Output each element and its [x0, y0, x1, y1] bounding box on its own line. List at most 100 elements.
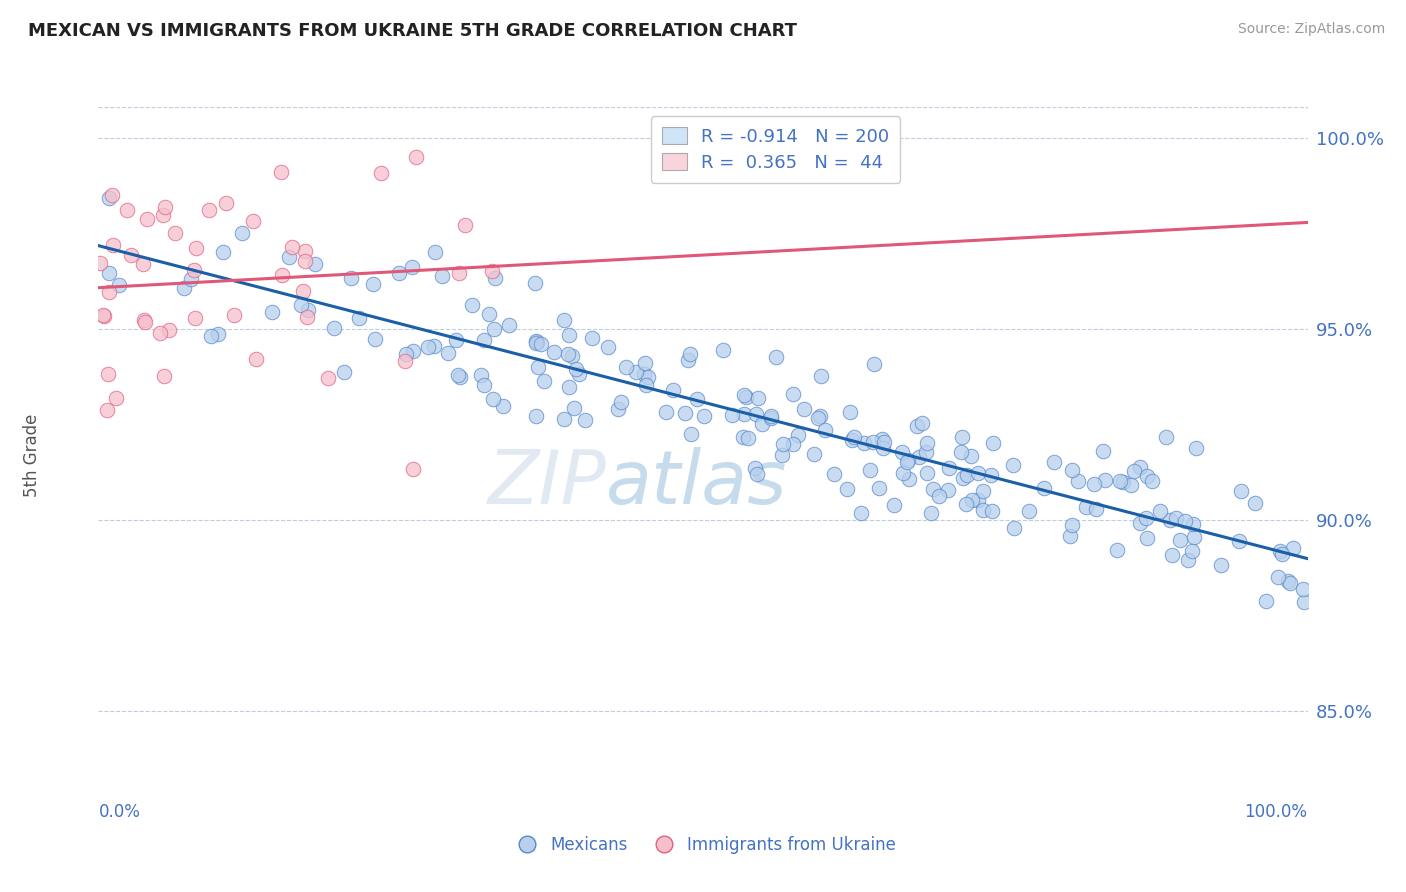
Point [803, 447, 825, 461]
Point [1164, 511, 1187, 525]
Point [1018, 504, 1040, 518]
Point [624, 366, 647, 380]
Point [852, 436, 875, 450]
Point [744, 460, 766, 475]
Point [883, 498, 905, 512]
Point [405, 150, 427, 164]
Point [183, 262, 205, 277]
Text: 0.0%: 0.0% [98, 803, 141, 821]
Point [733, 388, 755, 402]
Point [323, 321, 346, 335]
Point [686, 392, 709, 406]
Point [873, 434, 896, 449]
Point [1292, 582, 1315, 596]
Legend: Mexicans, Immigrants from Ukraine: Mexicans, Immigrants from Ukraine [503, 830, 903, 861]
Point [524, 334, 547, 349]
Point [891, 466, 914, 480]
Point [922, 482, 945, 496]
Point [1154, 430, 1177, 444]
Point [153, 368, 176, 383]
Text: Source: ZipAtlas.com: Source: ZipAtlas.com [1237, 22, 1385, 37]
Point [1092, 443, 1115, 458]
Point [484, 270, 506, 285]
Point [361, 277, 384, 291]
Point [981, 504, 1004, 518]
Point [370, 166, 392, 180]
Point [731, 430, 754, 444]
Point [872, 441, 894, 455]
Point [1032, 482, 1054, 496]
Point [896, 455, 918, 469]
Point [1174, 514, 1197, 528]
Point [676, 352, 699, 367]
Point [747, 391, 769, 405]
Point [1108, 474, 1130, 488]
Point [637, 369, 659, 384]
Point [472, 378, 495, 392]
Point [347, 311, 370, 326]
Point [245, 351, 267, 366]
Point [679, 346, 702, 360]
Point [759, 409, 782, 424]
Point [91, 308, 114, 322]
Point [553, 313, 575, 327]
Point [297, 302, 319, 317]
Point [134, 315, 156, 329]
Point [1159, 513, 1181, 527]
Point [911, 417, 934, 431]
Point [839, 404, 862, 418]
Point [472, 333, 495, 347]
Point [1135, 510, 1157, 524]
Point [960, 450, 983, 464]
Point [1002, 458, 1025, 472]
Point [242, 214, 264, 228]
Point [765, 350, 787, 364]
Point [557, 327, 579, 342]
Point [564, 361, 586, 376]
Point [1122, 464, 1144, 478]
Point [936, 483, 959, 498]
Point [316, 371, 339, 385]
Point [898, 472, 921, 486]
Point [425, 244, 447, 259]
Point [966, 466, 988, 480]
Point [673, 406, 696, 420]
Point [1279, 576, 1302, 591]
Point [1254, 594, 1277, 608]
Point [153, 200, 176, 214]
Point [574, 413, 596, 427]
Point [1267, 570, 1289, 584]
Point [436, 345, 458, 359]
Point [1292, 595, 1315, 609]
Point [841, 433, 863, 447]
Point [482, 392, 505, 406]
Point [1230, 483, 1253, 498]
Point [862, 435, 884, 450]
Point [614, 359, 637, 374]
Point [461, 298, 484, 312]
Point [132, 257, 155, 271]
Point [952, 430, 974, 444]
Point [905, 419, 928, 434]
Point [679, 426, 702, 441]
Point [1281, 541, 1303, 555]
Point [481, 264, 503, 278]
Point [633, 367, 655, 381]
Point [184, 311, 207, 326]
Point [662, 384, 685, 398]
Point [914, 445, 936, 459]
Point [297, 310, 319, 324]
Point [1177, 552, 1199, 566]
Point [173, 281, 195, 295]
Point [93, 309, 115, 323]
Point [281, 240, 304, 254]
Point [787, 427, 810, 442]
Point [980, 467, 1002, 482]
Point [782, 387, 804, 401]
Point [793, 402, 815, 417]
Point [294, 244, 316, 259]
Point [734, 390, 756, 404]
Point [1084, 502, 1107, 516]
Point [524, 277, 547, 291]
Point [558, 380, 581, 394]
